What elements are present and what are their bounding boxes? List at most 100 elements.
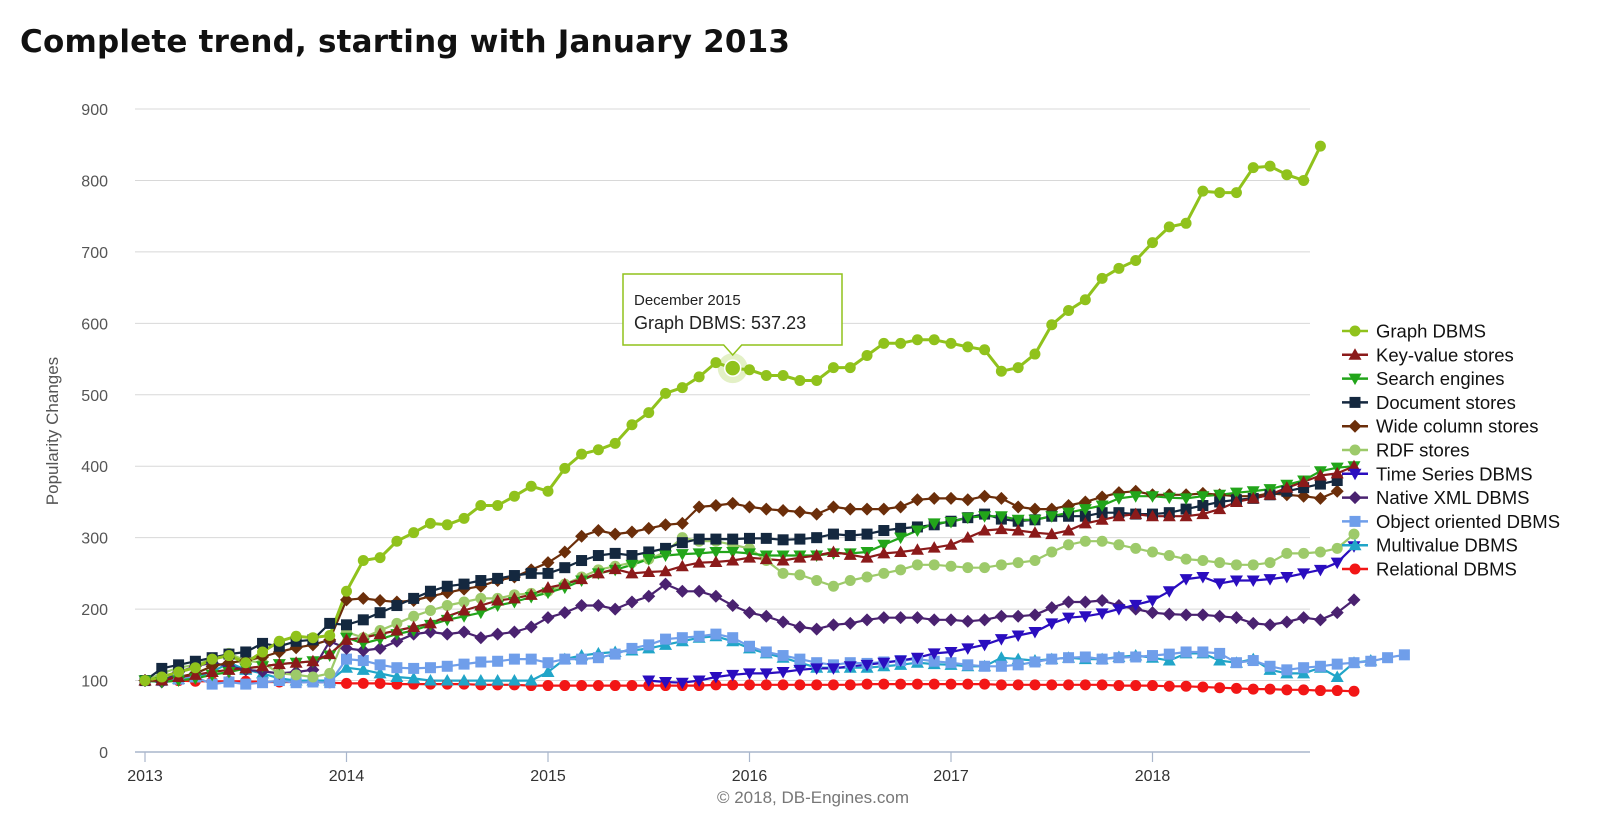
data-point-native-xml-dbms[interactable] [608, 602, 622, 616]
data-point-document-stores[interactable] [811, 532, 823, 544]
data-point-object-oriented-dbms[interactable] [1029, 656, 1041, 668]
data-point-object-oriented-dbms[interactable] [559, 653, 571, 665]
data-point-time-series-dbms[interactable] [877, 657, 891, 670]
data-point-rdf-stores[interactable] [1163, 550, 1175, 562]
data-point-graph-dbms[interactable] [878, 337, 890, 349]
data-point-rdf-stores[interactable] [811, 575, 823, 587]
data-point-rdf-stores[interactable] [424, 605, 436, 617]
data-point-object-oriented-dbms[interactable] [693, 630, 705, 642]
data-point-key-value-stores[interactable] [1246, 491, 1260, 504]
data-point-document-stores[interactable] [458, 578, 470, 590]
data-point-graph-dbms[interactable] [189, 662, 201, 674]
data-point-search-engines[interactable] [1129, 491, 1143, 503]
data-point-time-series-dbms[interactable] [709, 671, 723, 684]
data-point-native-xml-dbms[interactable] [1045, 601, 1059, 615]
data-point-relational-dbms[interactable] [1348, 685, 1360, 697]
data-point-time-series-dbms[interactable] [776, 666, 790, 679]
data-point-key-value-stores[interactable] [1213, 502, 1227, 515]
data-point-time-series-dbms[interactable] [994, 634, 1008, 646]
data-point-object-oriented-dbms[interactable] [1348, 657, 1360, 669]
data-point-time-series-dbms[interactable] [961, 643, 975, 655]
data-point-key-value-stores[interactable] [407, 620, 421, 632]
data-point-rdf-stores[interactable] [1348, 528, 1360, 540]
data-point-graph-dbms[interactable] [844, 362, 856, 374]
data-point-object-oriented-dbms[interactable] [1180, 646, 1192, 658]
data-point-graph-dbms[interactable] [408, 527, 420, 539]
data-point-object-oriented-dbms[interactable] [240, 678, 252, 690]
data-point-relational-dbms[interactable] [626, 680, 638, 692]
data-point-document-stores[interactable] [189, 655, 201, 667]
data-point-document-stores[interactable] [1079, 510, 1091, 522]
data-point-graph-dbms[interactable] [273, 635, 285, 647]
data-point-wide-column-stores[interactable] [625, 525, 639, 539]
data-point-time-series-dbms[interactable] [1146, 595, 1159, 608]
data-point-object-oriented-dbms[interactable] [1298, 662, 1310, 674]
legend-item-document-stores[interactable]: Document stores [1342, 392, 1516, 413]
data-point-multivalue-dbms[interactable] [507, 674, 521, 686]
data-point-multivalue-dbms[interactable] [1162, 654, 1176, 666]
data-point-graph-dbms[interactable] [979, 344, 991, 356]
data-point-graph-dbms[interactable] [1012, 362, 1024, 374]
data-point-wide-column-stores[interactable] [1011, 500, 1025, 514]
data-point-native-xml-dbms[interactable] [1229, 611, 1243, 625]
data-point-object-oriented-dbms[interactable] [777, 650, 789, 662]
data-point-time-series-dbms[interactable] [826, 663, 840, 675]
data-point-key-value-stores[interactable] [1196, 507, 1210, 520]
data-point-graph-dbms[interactable] [1298, 174, 1310, 186]
data-point-time-series-dbms[interactable] [1078, 611, 1092, 623]
data-point-document-stores[interactable] [626, 550, 638, 562]
data-point-graph-dbms[interactable] [240, 657, 252, 669]
data-point-object-oriented-dbms[interactable] [1264, 660, 1276, 672]
data-point-rdf-stores[interactable] [1130, 542, 1142, 554]
data-point-graph-dbms[interactable] [525, 480, 537, 492]
data-point-native-xml-dbms[interactable] [1330, 606, 1344, 620]
data-point-key-value-stores[interactable] [188, 668, 202, 680]
data-point-wide-column-stores[interactable] [726, 496, 740, 510]
data-point-relational-dbms[interactable] [928, 678, 940, 690]
data-point-rdf-stores[interactable] [408, 610, 420, 622]
legend-item-time-series-dbms[interactable]: Time Series DBMS [1342, 463, 1533, 484]
data-point-relational-dbms[interactable] [1113, 680, 1125, 692]
data-point-wide-column-stores[interactable] [776, 504, 790, 518]
data-point-time-series-dbms[interactable] [927, 648, 941, 660]
data-point-graph-dbms[interactable] [928, 334, 940, 346]
data-point-rdf-stores[interactable] [844, 575, 856, 587]
data-point-object-oriented-dbms[interactable] [676, 632, 688, 644]
data-point-native-xml-dbms[interactable] [793, 620, 807, 634]
legend-item-wide-column-stores[interactable]: Wide column stores [1342, 416, 1538, 437]
data-point-document-stores[interactable] [693, 533, 705, 545]
data-point-wide-column-stores[interactable] [894, 500, 908, 514]
data-point-wide-column-stores[interactable] [826, 500, 840, 514]
data-point-document-stores[interactable] [1314, 478, 1326, 490]
data-point-rdf-stores[interactable] [1180, 553, 1192, 565]
data-point-graph-dbms[interactable] [1147, 237, 1158, 249]
data-point-native-xml-dbms[interactable] [1179, 608, 1193, 622]
data-point-key-value-stores[interactable] [793, 551, 807, 563]
data-point-graph-dbms[interactable] [156, 671, 168, 683]
data-point-relational-dbms[interactable] [357, 677, 369, 689]
data-point-object-oriented-dbms[interactable] [979, 660, 991, 672]
data-point-key-value-stores[interactable] [1162, 509, 1176, 522]
data-point-time-series-dbms[interactable] [1330, 557, 1344, 570]
data-point-key-value-stores[interactable] [810, 549, 824, 561]
legend-marker[interactable] [1348, 491, 1362, 505]
data-point-multivalue-dbms[interactable] [407, 671, 421, 684]
data-point-key-value-stores[interactable] [776, 554, 790, 566]
data-point-key-value-stores[interactable] [692, 556, 706, 568]
data-point-rdf-stores[interactable] [861, 571, 873, 583]
data-point-document-stores[interactable] [1197, 500, 1209, 512]
data-point-native-xml-dbms[interactable] [1162, 607, 1176, 621]
credit-text[interactable]: © 2018, DB-Engines.com [717, 788, 909, 807]
data-point-time-series-dbms[interactable] [1179, 574, 1193, 586]
data-point-graph-dbms[interactable] [760, 369, 772, 381]
data-point-object-oriented-dbms[interactable] [710, 628, 722, 640]
data-point-native-xml-dbms[interactable] [1146, 606, 1159, 620]
data-point-graph-dbms[interactable] [257, 646, 269, 658]
data-point-graph-dbms[interactable] [223, 650, 235, 662]
data-point-wide-column-stores[interactable] [759, 502, 773, 516]
data-point-native-xml-dbms[interactable] [373, 641, 387, 655]
data-point-rdf-stores[interactable] [1096, 535, 1108, 547]
data-point-wide-column-stores[interactable] [659, 518, 673, 532]
data-point-native-xml-dbms[interactable] [356, 644, 370, 658]
data-point-search-engines[interactable] [877, 539, 891, 552]
